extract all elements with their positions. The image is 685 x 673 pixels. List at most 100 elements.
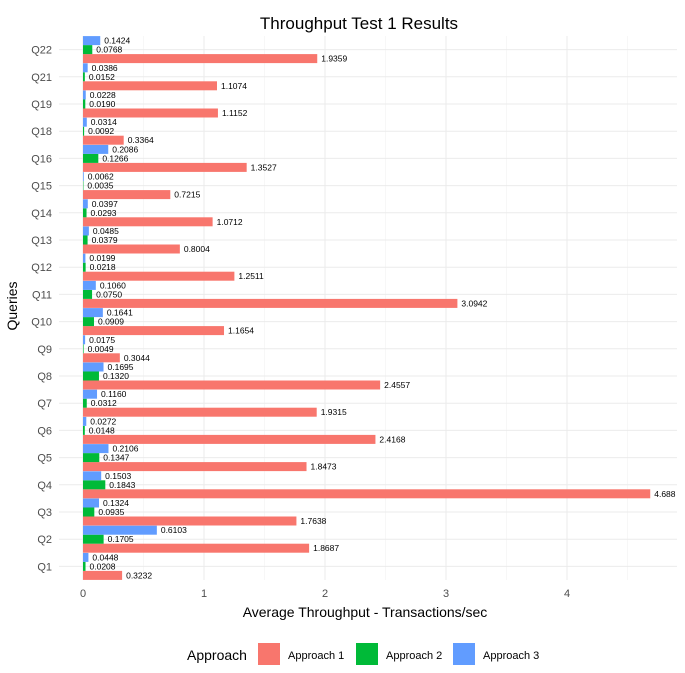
data-label: 0.0175 (89, 335, 115, 345)
data-label: 0.0035 (87, 181, 113, 191)
bar-approach-2 (83, 72, 85, 82)
data-label: 0.3044 (124, 353, 150, 363)
bar-approach-1 (83, 570, 123, 580)
data-label: 0.0909 (98, 317, 124, 327)
data-label: 0.2106 (112, 444, 138, 454)
bar-approach-3 (83, 525, 157, 535)
bar-approach-3 (83, 444, 109, 454)
data-label: 0.1641 (107, 308, 133, 318)
y-tick-label: Q12 (31, 262, 52, 274)
data-label: 0.1843 (109, 480, 135, 490)
data-label: 0.2086 (112, 144, 138, 154)
bar-approach-3 (83, 253, 86, 263)
bar-approach-1 (83, 434, 376, 444)
y-tick-label: Q6 (37, 425, 52, 437)
bar-approach-2 (83, 208, 87, 218)
bar-approach-2 (83, 99, 86, 109)
data-label: 4.688 (654, 489, 676, 499)
bar-approach-1 (83, 516, 297, 526)
bar-approach-2 (83, 289, 93, 299)
y-tick-label: Q9 (37, 344, 52, 356)
data-label: 0.0148 (89, 425, 115, 435)
data-label: 2.4557 (384, 380, 410, 390)
data-label: 0.0293 (91, 208, 117, 218)
data-label: 0.1324 (103, 498, 129, 508)
data-label: 0.0199 (89, 253, 115, 263)
data-label: 0.0062 (88, 172, 114, 182)
bar-approach-2 (83, 453, 100, 463)
data-label: 0.0314 (91, 117, 117, 127)
bar-approach-3 (83, 552, 89, 562)
legend-key (258, 643, 280, 665)
x-axis-title: Average Throughput - Transactions/sec (243, 604, 488, 620)
data-label: 0.1266 (102, 153, 128, 163)
grid-lines (59, 36, 677, 580)
bar-approach-1 (83, 81, 217, 91)
bar-approach-1 (83, 190, 171, 200)
bar-approach-2 (83, 317, 94, 327)
bar-approach-2 (83, 480, 106, 490)
data-label: 0.1503 (105, 471, 131, 481)
legend-key (453, 643, 475, 665)
bar-approach-1 (83, 353, 120, 363)
bar-approach-2 (83, 262, 86, 272)
bar-approach-2 (83, 235, 88, 245)
bar-approach-1 (83, 407, 317, 417)
data-label: 0.1320 (103, 371, 129, 381)
data-label: 0.0386 (92, 63, 118, 73)
bar-approach-3 (83, 63, 88, 73)
data-label: 2.4168 (379, 434, 405, 444)
bar-approach-3 (83, 226, 89, 236)
y-axis-title: Queries (4, 281, 20, 330)
data-label: 0.0208 (90, 561, 116, 571)
data-label: 1.0712 (217, 217, 243, 227)
legend: Approach Approach 1 Approach 2 Approach 3 (187, 643, 539, 665)
bar-approach-2 (83, 371, 99, 381)
y-tick-label: Q18 (31, 126, 52, 138)
y-tick-label: Q5 (37, 453, 52, 465)
bar-approach-1 (83, 380, 381, 390)
legend-label: Approach 2 (386, 650, 442, 662)
bar-approach-3 (83, 90, 86, 100)
bar-approach-2 (83, 344, 84, 354)
y-tick-label: Q1 (37, 561, 52, 573)
bar-approach-1 (83, 244, 180, 254)
data-label: 0.0049 (88, 344, 114, 354)
bar-approach-1 (83, 543, 310, 553)
data-label: 0.1160 (101, 389, 127, 399)
bar-approach-3 (83, 471, 102, 481)
data-label: 0.7215 (174, 190, 200, 200)
bar-approach-3 (83, 362, 104, 372)
bar-approach-2 (83, 45, 93, 55)
data-label: 0.0750 (96, 289, 122, 299)
data-label: 0.0272 (90, 416, 116, 426)
bar-approach-1 (83, 54, 318, 64)
bar-approach-1 (83, 462, 307, 472)
y-tick-label: Q21 (31, 72, 52, 84)
bar-approach-3 (83, 144, 109, 154)
data-label: 0.0397 (92, 199, 118, 209)
bar-approach-1 (83, 108, 218, 118)
data-label: 0.3232 (126, 570, 152, 580)
y-tick-label: Q3 (37, 507, 52, 519)
legend-title: Approach (187, 647, 247, 663)
data-label: 0.1060 (100, 280, 126, 290)
x-tick-label: 1 (201, 588, 207, 600)
legend-label: Approach 1 (288, 650, 344, 662)
bar-approach-1 (83, 298, 458, 308)
bar-approach-1 (83, 489, 651, 499)
data-label: 1.9315 (321, 407, 347, 417)
legend-label: Approach 3 (483, 650, 539, 662)
data-label: 0.1705 (108, 534, 134, 544)
data-label: 1.2511 (238, 271, 264, 281)
bar-approach-3 (83, 117, 87, 127)
x-tick-label: 0 (80, 588, 86, 600)
data-label: 1.1152 (222, 108, 248, 118)
data-label: 0.6103 (161, 525, 187, 535)
y-tick-label: Q4 (37, 480, 52, 492)
y-tick-label: Q22 (31, 45, 52, 57)
data-label: 0.0485 (93, 226, 119, 236)
x-tick-label: 4 (564, 588, 570, 600)
